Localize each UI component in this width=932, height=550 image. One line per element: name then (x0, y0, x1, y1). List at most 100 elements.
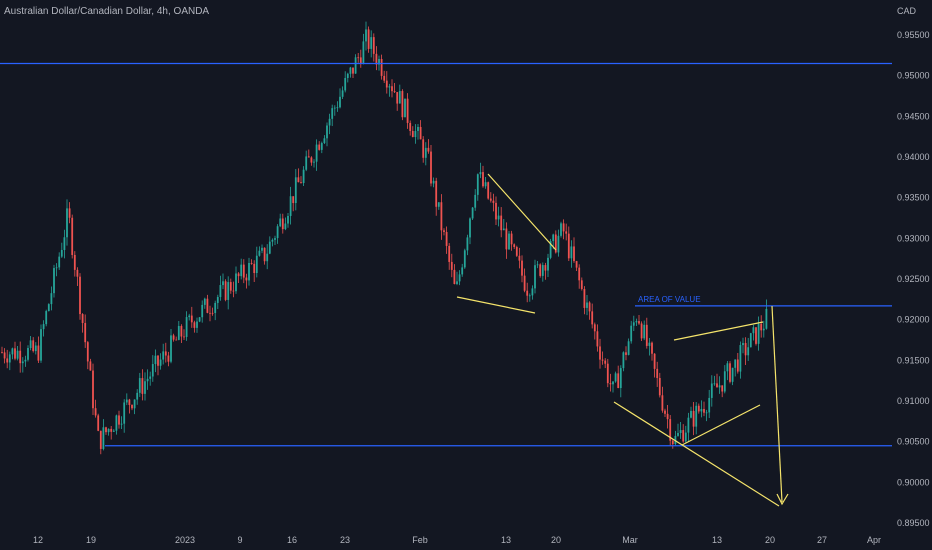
candle-body (229, 282, 232, 291)
candle-body (1, 352, 3, 353)
x-axis: 12 19 2023 9 16 23 Feb 13 20 Mar 13 20 27 Apr (33, 535, 881, 545)
candle-body (201, 304, 204, 318)
candle-body (14, 348, 16, 359)
candle-body (505, 228, 508, 250)
candle-body (513, 244, 516, 247)
candle-body (203, 298, 206, 305)
candle-body (27, 348, 29, 360)
candle-body (183, 336, 185, 338)
candle-body (765, 308, 768, 329)
candle-body (406, 98, 409, 123)
candle-body (445, 231, 448, 246)
candle-body (380, 59, 383, 76)
candle-body (742, 343, 744, 346)
candle-body (549, 241, 552, 258)
candle-body (601, 359, 604, 361)
candle-body (578, 267, 581, 281)
levels-layer: AREA OF VALUE (0, 62, 892, 447)
candle-body (729, 363, 731, 382)
candle-body (755, 327, 757, 344)
candle-body (411, 130, 414, 138)
candle-body (515, 246, 518, 256)
candle-body (375, 53, 378, 65)
candle-body (341, 90, 344, 97)
candle-body (86, 342, 89, 362)
candle-body (502, 228, 505, 231)
projection-arrow-shaft (771, 305, 783, 503)
candle-body (235, 273, 237, 292)
candle-body (393, 91, 396, 93)
candle-body (479, 172, 482, 175)
candle-body (159, 359, 162, 366)
candle-body (521, 260, 523, 276)
candle-body (739, 345, 742, 372)
candle-body (658, 377, 661, 396)
candle-body (606, 363, 609, 384)
candle-body (453, 269, 456, 285)
candle-body (487, 182, 490, 199)
candle-body (339, 96, 341, 108)
candle-body (344, 77, 347, 91)
wedge3-lower-line (613, 401, 780, 507)
candle-body (653, 353, 656, 369)
candle-body (144, 381, 146, 394)
candle-body (185, 317, 188, 337)
candle-body (284, 223, 287, 230)
candle-body (354, 57, 357, 74)
candle-body (214, 302, 217, 313)
candle-body (102, 427, 105, 449)
wedge1-upper-line (487, 173, 557, 251)
candle-body (674, 435, 677, 445)
candle-body (456, 281, 458, 285)
x-tick-label: 20 (551, 535, 561, 545)
candle-body (47, 304, 50, 312)
candle-body (266, 253, 269, 262)
candle-body (619, 368, 622, 388)
candle-body (211, 312, 214, 314)
candle-body (146, 378, 149, 382)
candle-body (331, 108, 334, 119)
candle-body (523, 275, 526, 291)
candle-body (599, 346, 601, 360)
candle-body (401, 91, 404, 118)
candle-body (718, 385, 721, 388)
candle-body (242, 264, 245, 278)
candle-body (120, 423, 123, 425)
candle-body (209, 312, 211, 314)
candle-body (721, 385, 724, 392)
candle-body (710, 383, 713, 398)
y-tick-label: 0.95000 (897, 71, 930, 81)
candle-body (541, 265, 544, 276)
y-tick-label: 0.92000 (897, 315, 930, 325)
x-tick-label: Mar (622, 535, 638, 545)
candle-body (398, 91, 401, 104)
y-tick-label: 0.94500 (897, 111, 930, 121)
candle-body (362, 41, 365, 64)
candle-body (565, 231, 568, 234)
candle-body (107, 428, 110, 433)
candle-body (736, 359, 739, 372)
x-tick-label: 9 (237, 535, 242, 545)
x-tick-label: 16 (287, 535, 297, 545)
y-tick-label: 0.91000 (897, 396, 930, 406)
candle-body (367, 29, 370, 49)
candle-body (731, 367, 734, 382)
candle-body (276, 226, 279, 239)
candle-body (336, 107, 339, 109)
candle-body (703, 408, 705, 413)
candle-body (638, 321, 640, 324)
candle-body (302, 169, 305, 184)
candle-body (154, 355, 157, 365)
candle-body (37, 345, 40, 361)
candle-body (409, 122, 412, 131)
candle-body (476, 174, 479, 195)
candle-body (305, 156, 308, 170)
candle-body (50, 293, 53, 305)
candle-body (58, 256, 61, 268)
candle-body (170, 335, 172, 362)
candle-body (580, 280, 583, 290)
candle-body (372, 37, 375, 54)
candle-body (609, 383, 612, 385)
y-tick-label: 0.95500 (897, 30, 930, 40)
